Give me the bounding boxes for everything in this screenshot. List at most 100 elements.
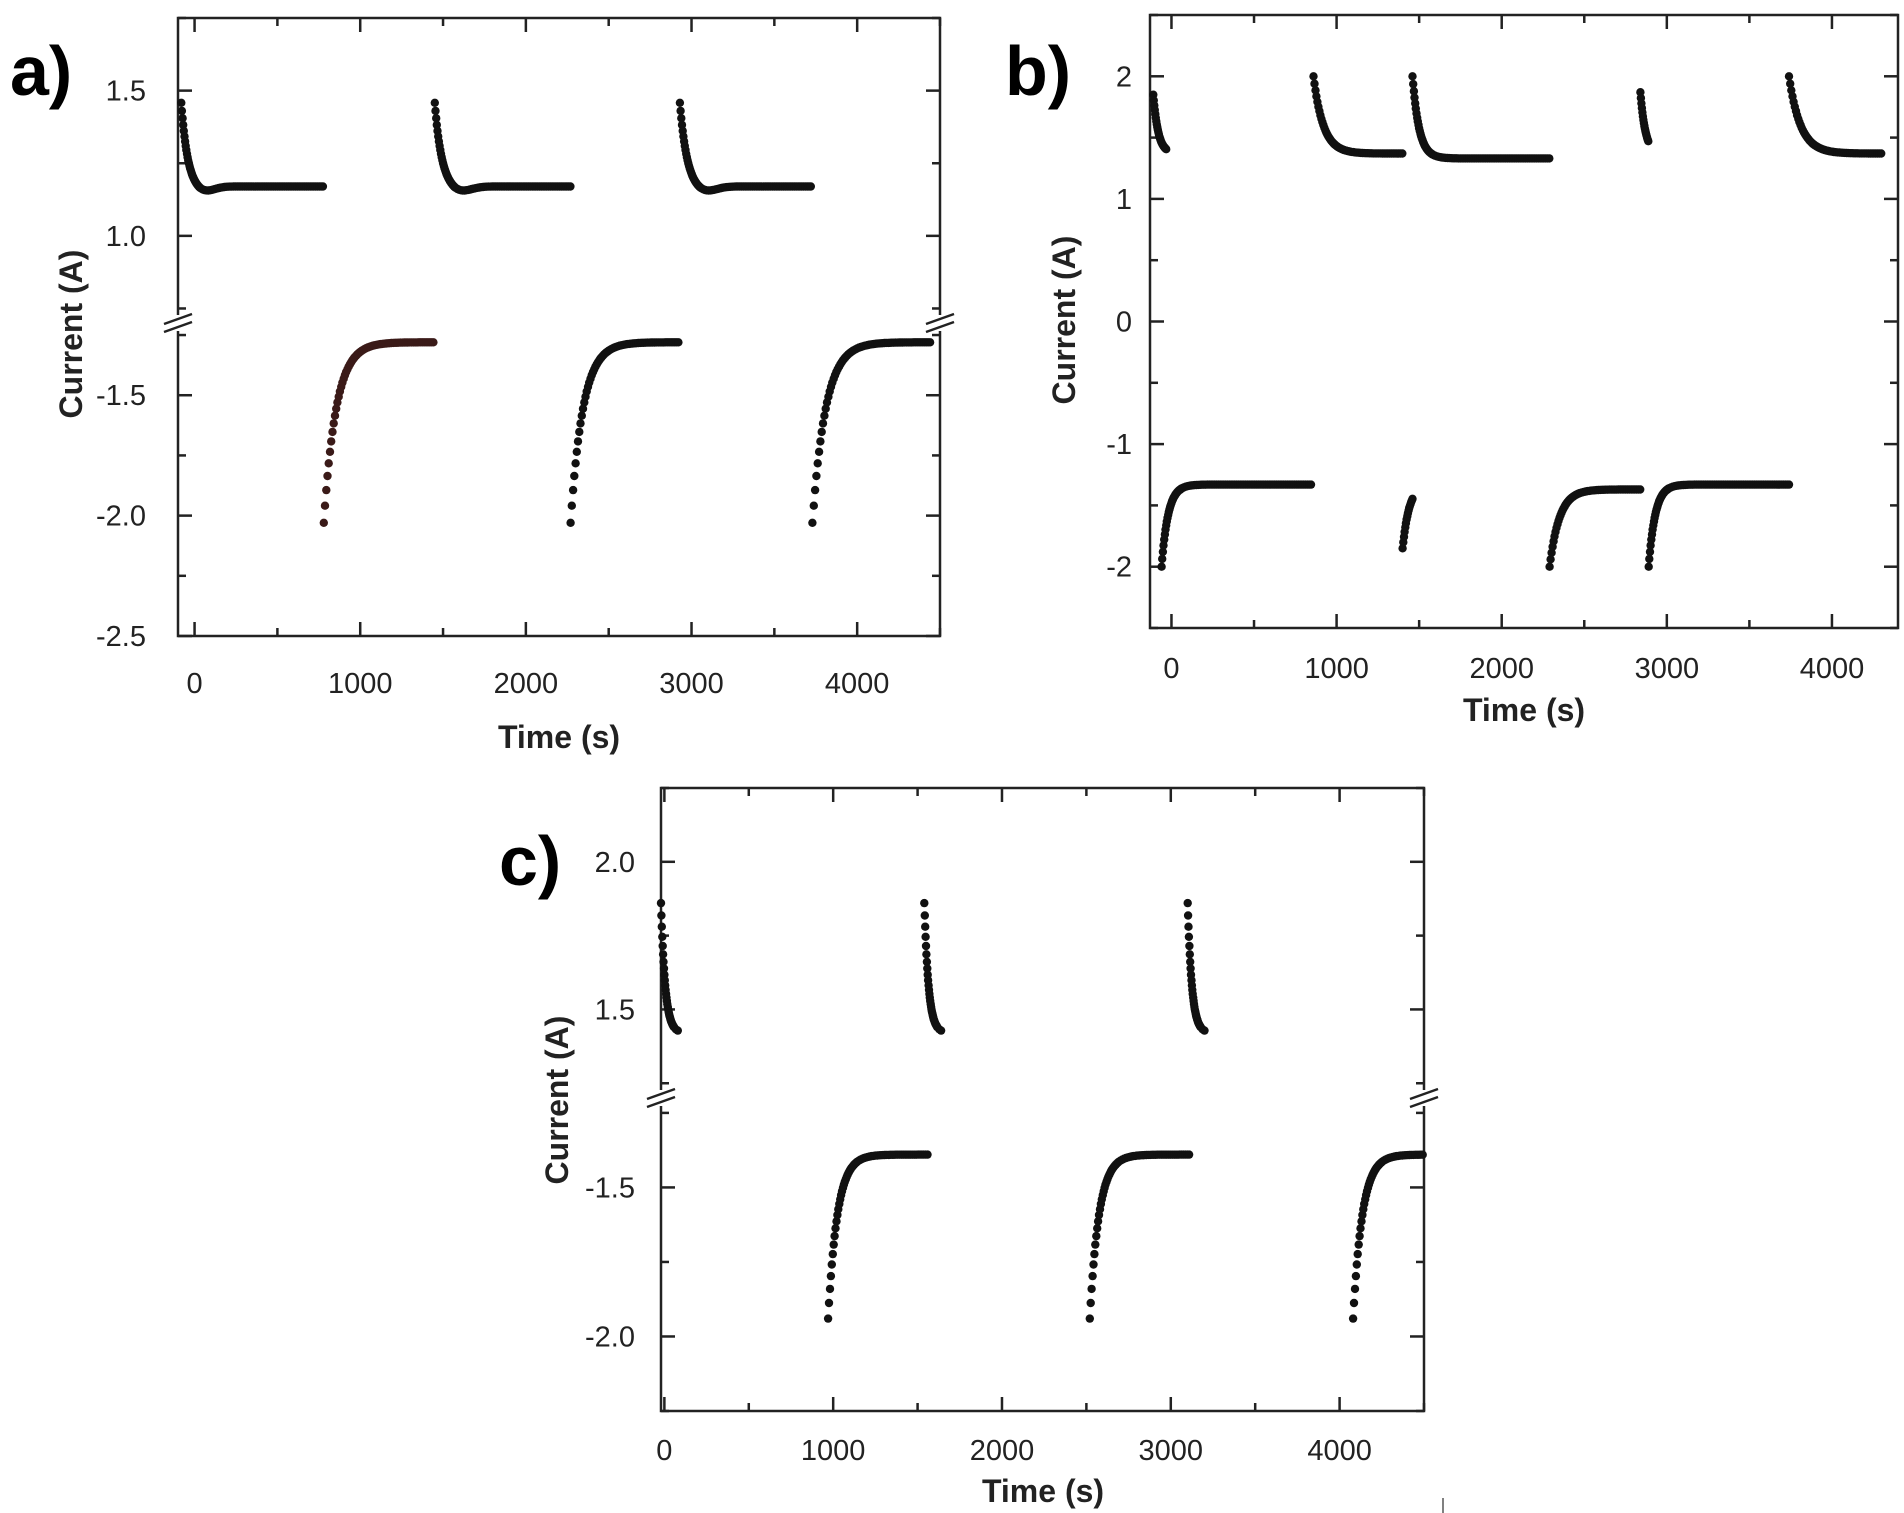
- data-point: [1352, 1260, 1362, 1269]
- data-point: [1186, 964, 1195, 973]
- data-point: [573, 437, 583, 446]
- data-point: [828, 1249, 837, 1259]
- y-tick-label: 0: [1116, 307, 1132, 339]
- data-point: [577, 411, 586, 420]
- data-point: [1162, 145, 1171, 154]
- data-point: [1185, 950, 1195, 959]
- data-point: [920, 911, 929, 920]
- data-point: [936, 1026, 946, 1035]
- data-point: [816, 437, 825, 446]
- data-point: [1418, 1150, 1427, 1159]
- data-point: [568, 485, 578, 495]
- data-point: [922, 957, 932, 966]
- data-point: [1355, 1231, 1364, 1241]
- data-point: [1183, 911, 1193, 920]
- y-tick-label: 1.5: [595, 994, 635, 1026]
- data-point: [823, 1314, 833, 1323]
- data-point: [325, 447, 335, 456]
- x-tick-label: 4000: [1307, 1435, 1372, 1467]
- data-point: [677, 114, 686, 123]
- data-point: [1091, 1240, 1100, 1249]
- data-point: [323, 471, 332, 481]
- data-point: [1545, 562, 1554, 571]
- data-point: [1545, 154, 1554, 163]
- data-point: [322, 485, 331, 495]
- data-point: [1093, 1217, 1103, 1226]
- data-point: [1546, 555, 1555, 564]
- data-point: [576, 419, 585, 428]
- plot-frame: [176, 16, 942, 638]
- panel-label: a): [10, 32, 72, 110]
- data-point: [658, 932, 667, 941]
- data-point: [921, 932, 930, 941]
- chart-panel-b: 0 1000 2000 3000 4000 2 1 0 -1 -2 Time (s) Current …: [1005, 13, 1900, 728]
- data-point: [1644, 562, 1653, 571]
- data-point: [921, 922, 930, 931]
- data-point: [1784, 72, 1794, 81]
- data-point: [1636, 485, 1645, 494]
- data-point: [674, 338, 683, 347]
- y-tick-label: -2.0: [585, 1321, 635, 1353]
- data-point: [1309, 72, 1318, 81]
- data-point: [810, 485, 820, 495]
- data-point: [1089, 1260, 1098, 1269]
- data-point: [429, 338, 438, 347]
- data-point: [1784, 480, 1794, 489]
- y-tick-label: 1.5: [106, 76, 146, 108]
- data-point: [320, 501, 330, 510]
- data-point: [1408, 72, 1417, 81]
- data-point: [327, 437, 336, 446]
- data-point: [1157, 562, 1166, 571]
- data-point: [324, 459, 333, 468]
- axis-break-mark: [163, 312, 193, 326]
- data-point: [319, 518, 328, 527]
- data-point: [824, 1298, 834, 1308]
- data-point: [1398, 544, 1407, 553]
- axis-break-mark: [1409, 1095, 1439, 1109]
- data-point: [808, 518, 817, 527]
- y-axis-title: Current (A): [53, 250, 89, 419]
- data-point: [831, 1224, 840, 1233]
- data-point: [1351, 1271, 1361, 1281]
- x-tick-label: 1000: [801, 1435, 866, 1467]
- data-point: [659, 957, 668, 966]
- y-axis-title: Current (A): [539, 1016, 575, 1185]
- data-point: [656, 898, 666, 908]
- data-point: [923, 964, 932, 973]
- data-point: [922, 950, 931, 959]
- data-point: [806, 182, 815, 191]
- data-point: [821, 404, 830, 413]
- y-tick-label: 2: [1116, 61, 1132, 93]
- data-point: [1086, 1298, 1095, 1308]
- data-point: [570, 471, 579, 481]
- data-point: [1398, 149, 1407, 158]
- x-tick-label: 1000: [1304, 653, 1369, 685]
- data-point: [1184, 922, 1193, 931]
- data-point: [1092, 1231, 1101, 1241]
- y-tick-label: 2.0: [595, 847, 635, 879]
- data-point: [659, 964, 669, 973]
- x-tick-label: 0: [1163, 653, 1179, 685]
- axis-break-mark: [163, 320, 193, 334]
- x-axis-title: Time (s): [498, 719, 620, 755]
- data-point: [814, 447, 824, 456]
- data-point: [1409, 79, 1418, 89]
- data-point: [1645, 547, 1655, 556]
- data-point: [1185, 941, 1194, 951]
- data-point: [827, 1260, 836, 1269]
- x-tick-label: 3000: [659, 668, 724, 700]
- x-tick-label: 2000: [494, 668, 559, 700]
- y-tick-label: -1: [1106, 429, 1132, 461]
- data-point: [658, 941, 667, 951]
- data-point: [1348, 1314, 1358, 1323]
- data-point: [1356, 1224, 1365, 1233]
- data-point: [1087, 1284, 1096, 1294]
- data-point: [923, 1150, 932, 1159]
- data-point: [829, 1240, 838, 1249]
- y-tick-label: -1.5: [585, 1172, 635, 1204]
- axis-break-mark: [646, 1087, 676, 1101]
- data-point: [432, 114, 441, 123]
- x-tick-label: 4000: [1800, 653, 1865, 685]
- data-point: [813, 459, 822, 468]
- data-point: [330, 411, 340, 420]
